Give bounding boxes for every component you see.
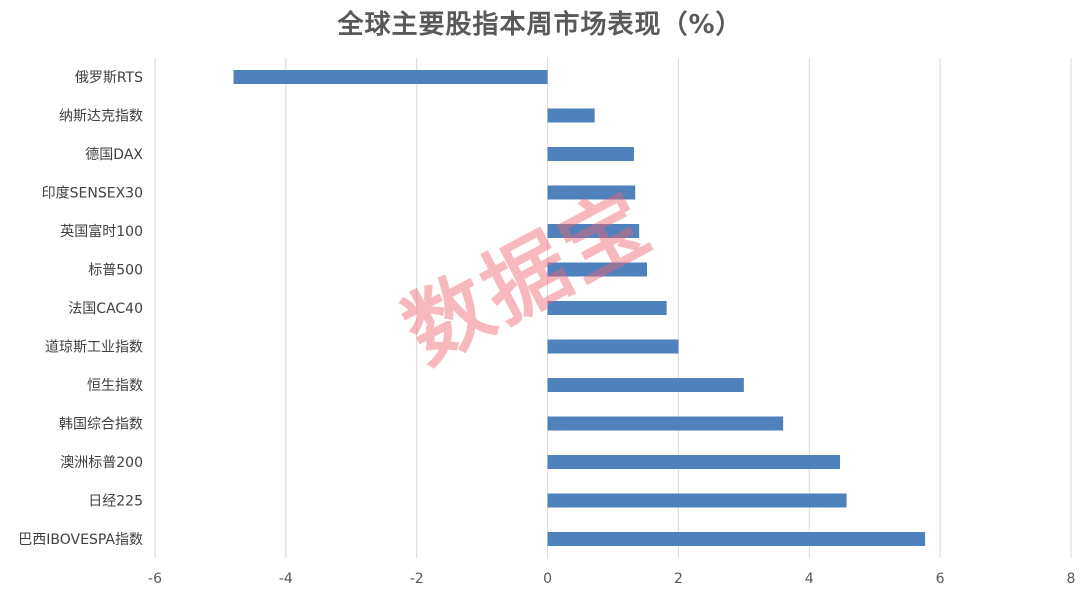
category-label: 俄罗斯RTS bbox=[75, 70, 143, 86]
bar bbox=[547, 185, 636, 200]
bar bbox=[547, 416, 784, 431]
bar bbox=[547, 301, 667, 315]
chart-title: 全球主要股指本周市场表现（%） bbox=[337, 10, 743, 40]
x-tick-label: 2 bbox=[674, 571, 683, 587]
category-label: 标普500 bbox=[88, 263, 143, 279]
category-label: 英国富时100 bbox=[60, 223, 143, 240]
bar bbox=[547, 108, 595, 123]
category-label: 韩国综合指数 bbox=[59, 417, 143, 433]
bar bbox=[547, 339, 679, 354]
category-label: 道琼斯工业指数 bbox=[45, 340, 143, 356]
category-label: 澳洲标普200 bbox=[60, 455, 143, 471]
bar bbox=[547, 224, 640, 238]
category-label: 法国CAC40 bbox=[68, 301, 143, 317]
x-tick-label: -6 bbox=[148, 571, 162, 587]
x-tick-label: 8 bbox=[1067, 571, 1076, 587]
x-tick-label: 0 bbox=[543, 571, 552, 587]
x-tick-labels: -6 -4 -2 0 2 4 6 8 bbox=[148, 571, 1075, 587]
x-tick-label: -2 bbox=[410, 571, 424, 587]
bar bbox=[547, 455, 841, 469]
x-tick-label: 6 bbox=[936, 571, 945, 587]
bar bbox=[547, 262, 648, 277]
bar bbox=[547, 532, 926, 546]
gridlines bbox=[154, 58, 1072, 558]
x-tick-label: -4 bbox=[279, 571, 293, 587]
category-label: 恒生指数 bbox=[87, 378, 143, 394]
x-tick-label: 4 bbox=[805, 571, 814, 587]
bar bbox=[233, 70, 548, 84]
bar bbox=[547, 493, 847, 508]
category-label: 巴西IBOVESPA指数 bbox=[18, 532, 143, 548]
category-label: 德国DAX bbox=[85, 147, 143, 163]
bars bbox=[233, 70, 926, 546]
category-label: 印度SENSEX30 bbox=[42, 186, 143, 202]
bar bbox=[547, 147, 634, 161]
category-label: 纳斯达克指数 bbox=[59, 109, 143, 125]
category-label: 日经225 bbox=[88, 494, 143, 510]
bar bbox=[547, 378, 744, 392]
